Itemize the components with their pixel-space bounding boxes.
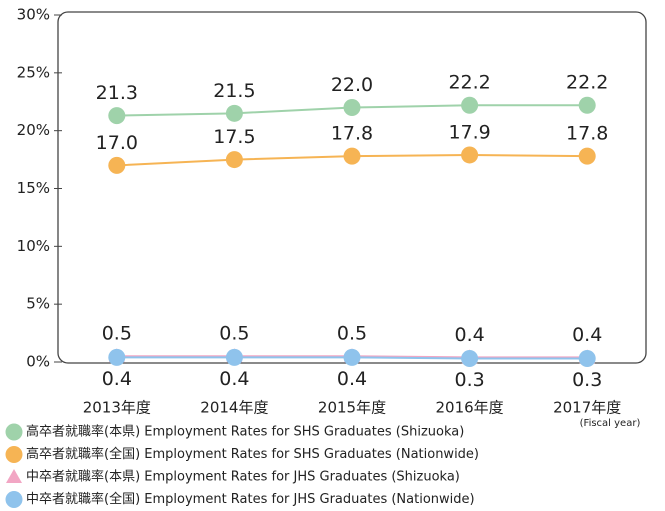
data-point bbox=[225, 104, 243, 122]
data-label: 0.4 bbox=[219, 368, 249, 390]
legend-label: 中卒者就職率(本県) Employment Rates for JHS Grad… bbox=[26, 469, 460, 485]
y-tick-label: 20% bbox=[17, 121, 50, 139]
data-label: 17.9 bbox=[448, 121, 490, 143]
data-label: 0.4 bbox=[572, 324, 602, 346]
data-point bbox=[108, 348, 126, 366]
x-tick-label: 2013年度 bbox=[83, 399, 151, 417]
data-point bbox=[108, 156, 126, 174]
legend-marker bbox=[6, 469, 22, 483]
plot-frame bbox=[57, 11, 647, 364]
data-label: 21.5 bbox=[213, 80, 255, 102]
data-label: 22.2 bbox=[566, 72, 608, 94]
data-label: 0.5 bbox=[102, 323, 132, 345]
y-tick-label: 25% bbox=[17, 63, 50, 81]
data-point bbox=[578, 350, 596, 368]
data-label: 21.3 bbox=[96, 82, 138, 104]
data-point bbox=[578, 147, 596, 165]
y-tick-label: 30% bbox=[17, 6, 50, 24]
x-annotation: (Fiscal year) bbox=[580, 418, 641, 429]
data-label: 0.4 bbox=[102, 368, 132, 390]
legend-marker bbox=[5, 446, 23, 463]
data-point bbox=[108, 107, 126, 125]
data-point bbox=[578, 96, 596, 114]
legend-marker bbox=[5, 423, 23, 441]
y-tick-label: 15% bbox=[17, 179, 50, 197]
legend-label: 高卒者就職率(全国) Employment Rates for SHS Grad… bbox=[26, 446, 479, 462]
x-tick-label: 2015年度 bbox=[318, 399, 386, 417]
data-point bbox=[461, 146, 479, 164]
data-point bbox=[225, 348, 243, 366]
data-label: 0.5 bbox=[219, 323, 249, 345]
data-point bbox=[461, 96, 479, 114]
x-tick-label: 2014年度 bbox=[200, 399, 268, 417]
data-label: 17.8 bbox=[331, 123, 373, 145]
data-label: 0.4 bbox=[337, 368, 367, 390]
legend-label: 中卒者就職率(全国) Employment Rates for JHS Grad… bbox=[26, 491, 475, 507]
data-label: 0.4 bbox=[454, 324, 484, 346]
data-point bbox=[343, 147, 361, 165]
data-point bbox=[461, 350, 479, 368]
data-label: 22.0 bbox=[331, 74, 373, 96]
x-tick-label: 2016年度 bbox=[436, 399, 504, 417]
y-tick-label: 0% bbox=[26, 353, 50, 371]
data-label: 17.8 bbox=[566, 123, 608, 145]
x-tick-label: 2017年度 bbox=[553, 399, 621, 417]
data-label: 0.3 bbox=[454, 369, 484, 391]
legend-marker bbox=[5, 491, 23, 508]
legend-label: 高卒者就職率(本県) Employment Rates for SHS Grad… bbox=[26, 424, 464, 440]
data-label: 17.5 bbox=[213, 126, 255, 148]
data-point bbox=[343, 348, 361, 366]
data-label: 22.2 bbox=[448, 72, 490, 94]
data-label: 17.0 bbox=[96, 132, 138, 154]
y-tick-label: 5% bbox=[26, 295, 50, 313]
data-label: 0.5 bbox=[337, 323, 367, 345]
data-point bbox=[343, 99, 361, 117]
data-point bbox=[225, 151, 243, 169]
y-tick-label: 10% bbox=[17, 237, 50, 255]
data-label: 0.3 bbox=[572, 369, 602, 391]
